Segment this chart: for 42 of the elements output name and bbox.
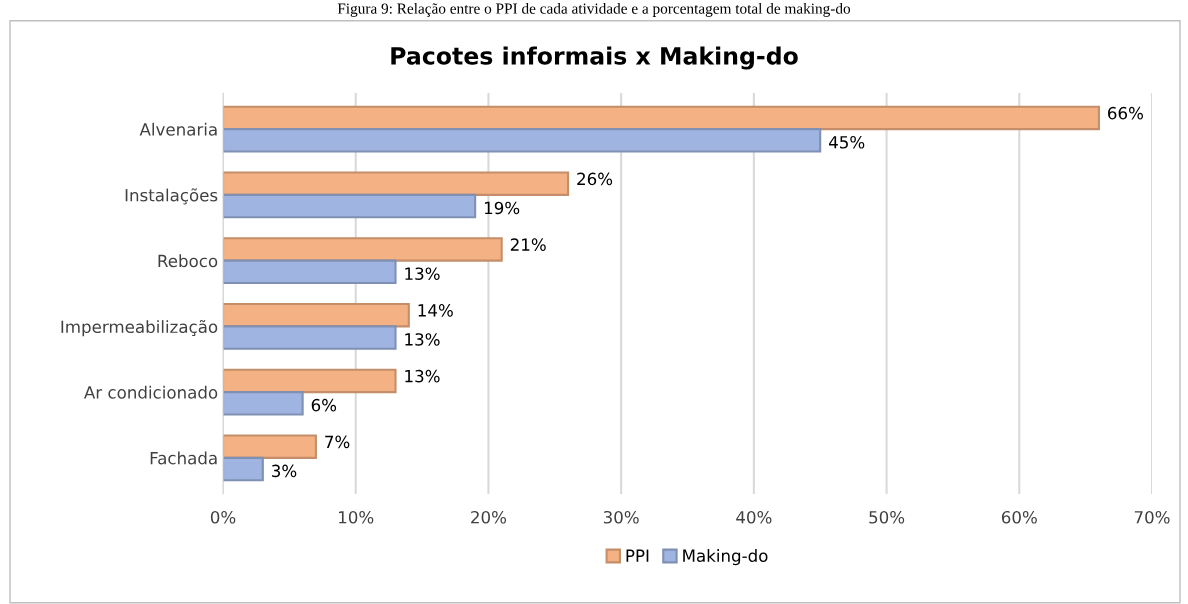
data-label: 6% — [311, 398, 337, 412]
data-label: 3% — [272, 464, 297, 478]
y-tick-label: Ar condicionado — [84, 385, 218, 399]
data-label: 45% — [828, 135, 865, 149]
y-tick-label: Impermeabilização — [61, 319, 218, 337]
data-label: 19% — [484, 201, 520, 215]
chart-title: Pacotes informais x Making-do — [391, 46, 798, 70]
x-tick-label: 40% — [736, 510, 772, 524]
text: Figura 9: Relação entre o PPI de cada atividade e a porcentagem total de making-do — [337, 3, 851, 17]
data-label: 13% — [405, 333, 440, 346]
legend-label: PPI — [626, 549, 649, 562]
x-tick-label: 60% — [1001, 510, 1037, 524]
data-label: 14% — [418, 304, 453, 317]
x-tick-label: 0% — [210, 510, 236, 524]
bar — [223, 325, 397, 350]
data-label: 66% — [1108, 106, 1143, 120]
y-tick-label: Instalações — [125, 188, 218, 205]
data-label: 13% — [405, 369, 440, 383]
data-label: 7% — [325, 435, 350, 449]
bar — [223, 391, 304, 416]
x-tick-label: 30% — [603, 510, 639, 524]
x-tick-label: 50% — [869, 510, 905, 524]
bar — [223, 456, 264, 482]
bar — [223, 434, 317, 459]
bar — [223, 237, 503, 262]
data-label: 21% — [510, 238, 546, 251]
bar — [223, 171, 570, 196]
bar — [223, 302, 410, 328]
y-tick-label: Reboco — [158, 254, 218, 268]
y-tick-label: Alvenaria — [139, 122, 217, 136]
bar — [223, 105, 1100, 131]
x-tick-label: 20% — [471, 510, 507, 524]
legend-label: Making-do — [683, 549, 768, 566]
bar — [223, 368, 397, 394]
x-tick-label: 70% — [1134, 510, 1170, 524]
bar — [223, 259, 397, 285]
bar — [223, 193, 477, 219]
data-label: 13% — [405, 267, 440, 280]
x-tick-label: 10% — [339, 510, 374, 524]
data-label: 26% — [577, 172, 613, 186]
bar — [223, 128, 822, 153]
y-tick-label: Fachada — [150, 451, 217, 465]
